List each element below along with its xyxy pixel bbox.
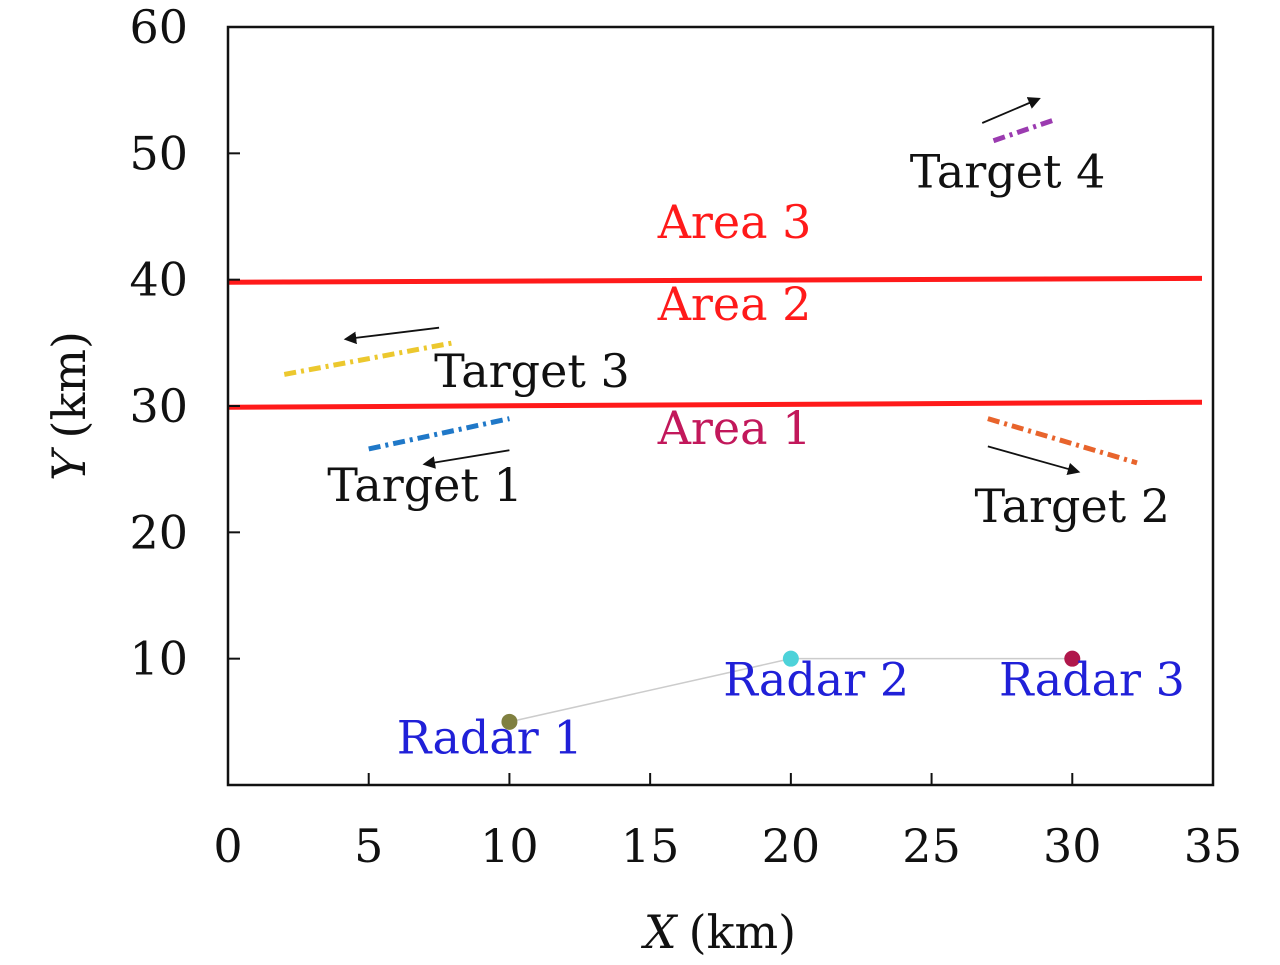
y-axis-variable: Y (42, 446, 96, 481)
x-tick-label: 25 (902, 819, 961, 873)
chart-labels: Target 1 Target 2 Target 3 Target 4 Area 1 Ar… (327, 144, 1185, 764)
x-axis-title: X (km) (641, 905, 796, 959)
target-2-direction-arrow (987, 445, 1081, 476)
radar-links (509, 657, 1073, 723)
x-tick-label: 0 (213, 819, 242, 873)
target-3-track (283, 340, 454, 377)
x-axis-unit: (km) (689, 905, 796, 959)
target-3-label: Target 3 (434, 344, 630, 398)
radar-3-point (1064, 650, 1081, 667)
area-boundary-line-2 (227, 275, 1203, 285)
x-tick-label: 15 (621, 819, 680, 873)
radar-link-line (509, 657, 792, 723)
y-tick-label: 20 (129, 505, 188, 559)
x-axis-variable: X (641, 905, 679, 959)
target-3-direction-arrow (343, 326, 440, 345)
radar-1-label: Radar 1 (397, 710, 583, 764)
x-tick-label: 5 (354, 819, 383, 873)
x-tick-label: 30 (1043, 819, 1102, 873)
y-tick-label: 60 (129, 0, 188, 54)
target-arrows (343, 97, 1081, 476)
y-tick-label: 50 (129, 126, 188, 180)
x-axis-ticks: 0 5 10 15 20 25 30 35 (213, 773, 1242, 873)
area-boundaries (227, 275, 1203, 410)
target-4-label: Target 4 (910, 144, 1106, 198)
target-1-track (368, 416, 510, 452)
y-axis-title: Y (km) (42, 331, 96, 481)
y-axis-unit: (km) (42, 331, 96, 438)
radar-1-point (501, 713, 518, 730)
x-tick-label: 35 (1184, 819, 1243, 873)
area-1-label: Area 1 (657, 401, 812, 455)
radar-3-label: Radar 3 (999, 652, 1185, 706)
y-tick-label: 40 (129, 253, 188, 307)
target-tracks (283, 118, 1138, 466)
target-2-label: Target 2 (974, 479, 1170, 533)
x-tick-label: 20 (762, 819, 821, 873)
area-2-label: Area 2 (657, 277, 812, 331)
target-1-direction-arrow (422, 449, 510, 469)
y-tick-label: 30 (129, 379, 188, 433)
radar-2-point (782, 650, 799, 667)
area-3-label: Area 3 (657, 195, 812, 249)
target-4-track (992, 118, 1054, 144)
radar-2-label: Radar 2 (723, 652, 909, 706)
target-4-direction-arrow (981, 97, 1041, 124)
area-boundary-line-1 (227, 399, 1203, 410)
target-1-label: Target 1 (327, 458, 523, 512)
y-axis-ticks: 10 20 30 40 50 60 (129, 0, 240, 686)
x-tick-label: 10 (480, 819, 539, 873)
y-tick-label: 10 (129, 632, 188, 686)
target-2-track (987, 416, 1138, 466)
radar-points (501, 650, 1081, 730)
